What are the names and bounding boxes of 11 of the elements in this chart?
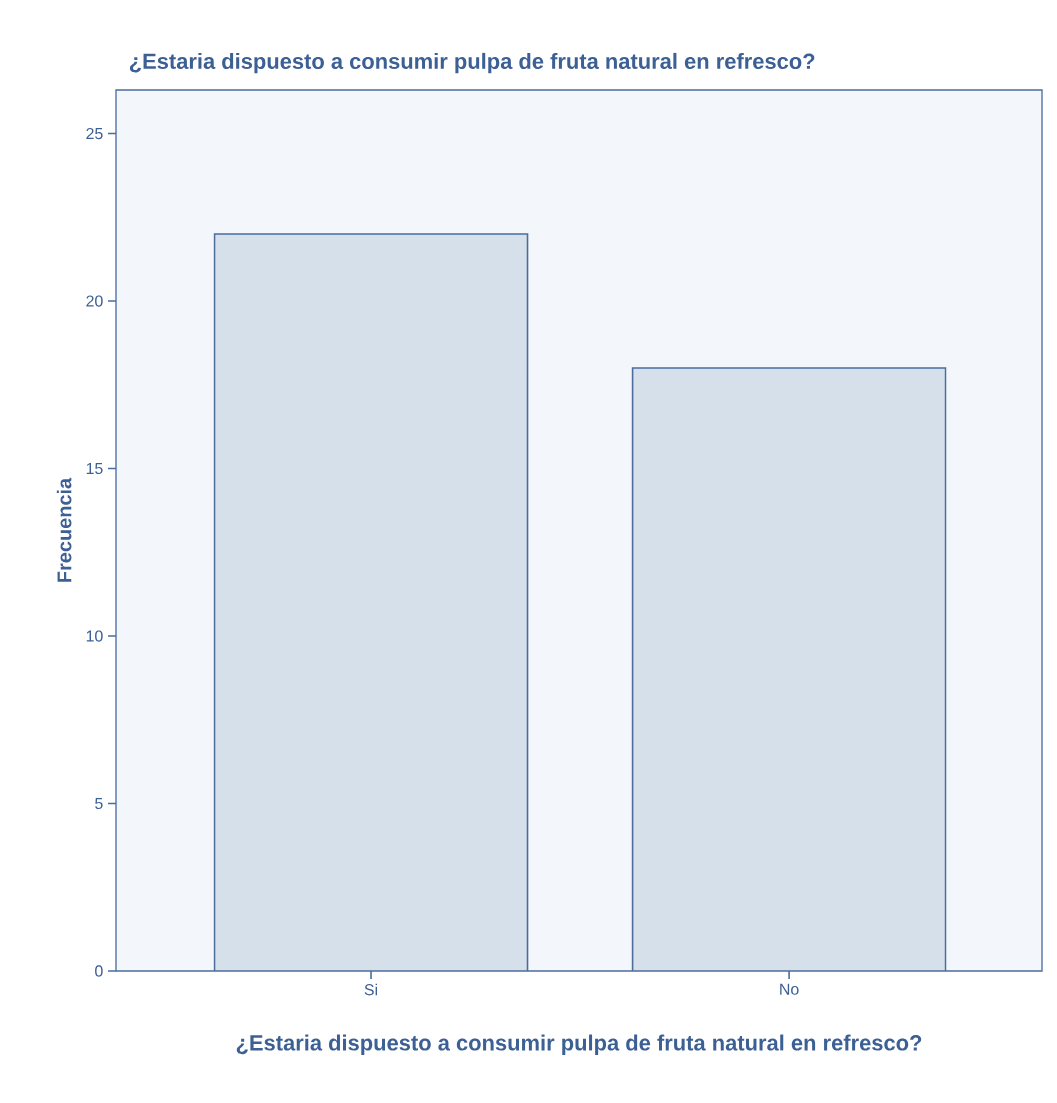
chart-title: ¿Estaria dispuesto a consumir pulpa de fruta natural en refresco? [129,52,815,74]
y-tick-label: 10 [86,630,103,642]
y-tick-label: 0 [95,965,103,977]
y-tick-label: 5 [95,797,103,810]
y-tick-label: 20 [86,295,103,307]
x-axis-title: ¿Estaria dispuesto a consumir pulpa de fruta natural en refresco? [236,1034,922,1055]
y-axis-title: Frecuencia [56,477,72,582]
y-tick-label: 15 [86,462,103,475]
y-tick-label: 25 [86,127,103,140]
x-tick-label: No [780,983,799,995]
x-tick-label: Si [364,983,378,996]
